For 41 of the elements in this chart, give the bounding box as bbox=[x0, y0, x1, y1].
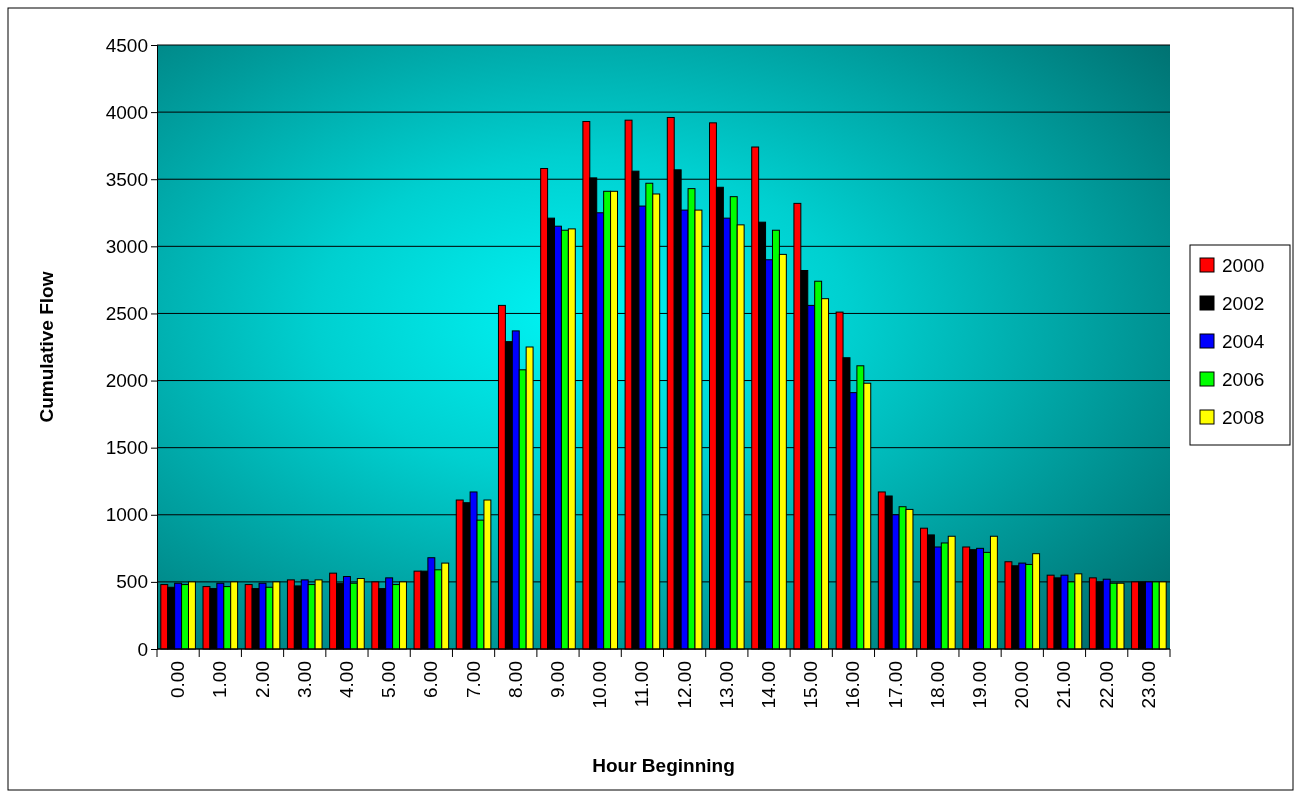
x-tick-label: 10.00 bbox=[589, 661, 611, 709]
legend-label: 2000 bbox=[1222, 255, 1265, 276]
x-tick-label: 17.00 bbox=[884, 661, 906, 709]
legend-label: 2008 bbox=[1222, 407, 1265, 428]
x-tick-label: 3.00 bbox=[293, 661, 315, 698]
x-tick-label: 13.00 bbox=[715, 661, 737, 709]
x-tick-label: 16.00 bbox=[842, 661, 864, 709]
x-tick-label: 23.00 bbox=[1137, 661, 1159, 709]
x-tick-label: 19.00 bbox=[969, 661, 991, 709]
y-tick-label: 4000 bbox=[105, 101, 148, 123]
legend-label: 2004 bbox=[1222, 331, 1265, 352]
x-tick-label: 4.00 bbox=[335, 661, 357, 698]
x-tick-label: 9.00 bbox=[546, 661, 568, 698]
x-tick-label: 18.00 bbox=[926, 661, 948, 709]
legend-label: 2006 bbox=[1222, 369, 1265, 390]
y-tick-label: 3000 bbox=[105, 235, 148, 257]
x-tick-label: 20.00 bbox=[1011, 661, 1033, 709]
x-tick-label: 1.00 bbox=[209, 661, 231, 698]
y-tick-label: 1000 bbox=[105, 504, 148, 526]
y-tick-label: 2000 bbox=[105, 370, 148, 392]
x-tick-label: 12.00 bbox=[673, 661, 695, 709]
y-tick-label: 2500 bbox=[105, 303, 148, 325]
y-tick-label: 3500 bbox=[105, 168, 148, 190]
x-tick-label: 6.00 bbox=[420, 661, 442, 698]
x-tick-label: 8.00 bbox=[504, 661, 526, 698]
y-tick-label: 1500 bbox=[105, 437, 148, 459]
x-tick-label: 22.00 bbox=[1095, 661, 1117, 709]
x-tick-label: 11.00 bbox=[631, 661, 653, 708]
x-tick-label: 15.00 bbox=[800, 661, 822, 709]
x-tick-label: 7.00 bbox=[462, 661, 484, 698]
x-tick-label: 14.00 bbox=[758, 661, 780, 709]
x-axis-title: Hour Beginning bbox=[592, 755, 735, 776]
x-tick-label: 5.00 bbox=[378, 661, 400, 698]
x-tick-label: 0.00 bbox=[167, 661, 189, 698]
y-tick-label: 0 bbox=[137, 638, 148, 660]
y-tick-label: 4500 bbox=[105, 34, 148, 56]
y-axis-title: Cumulative Flow bbox=[36, 271, 57, 423]
y-tick-label: 500 bbox=[116, 571, 148, 593]
x-tick-label: 2.00 bbox=[251, 661, 273, 698]
legend-label: 2002 bbox=[1222, 293, 1265, 314]
x-tick-label: 21.00 bbox=[1053, 661, 1075, 709]
